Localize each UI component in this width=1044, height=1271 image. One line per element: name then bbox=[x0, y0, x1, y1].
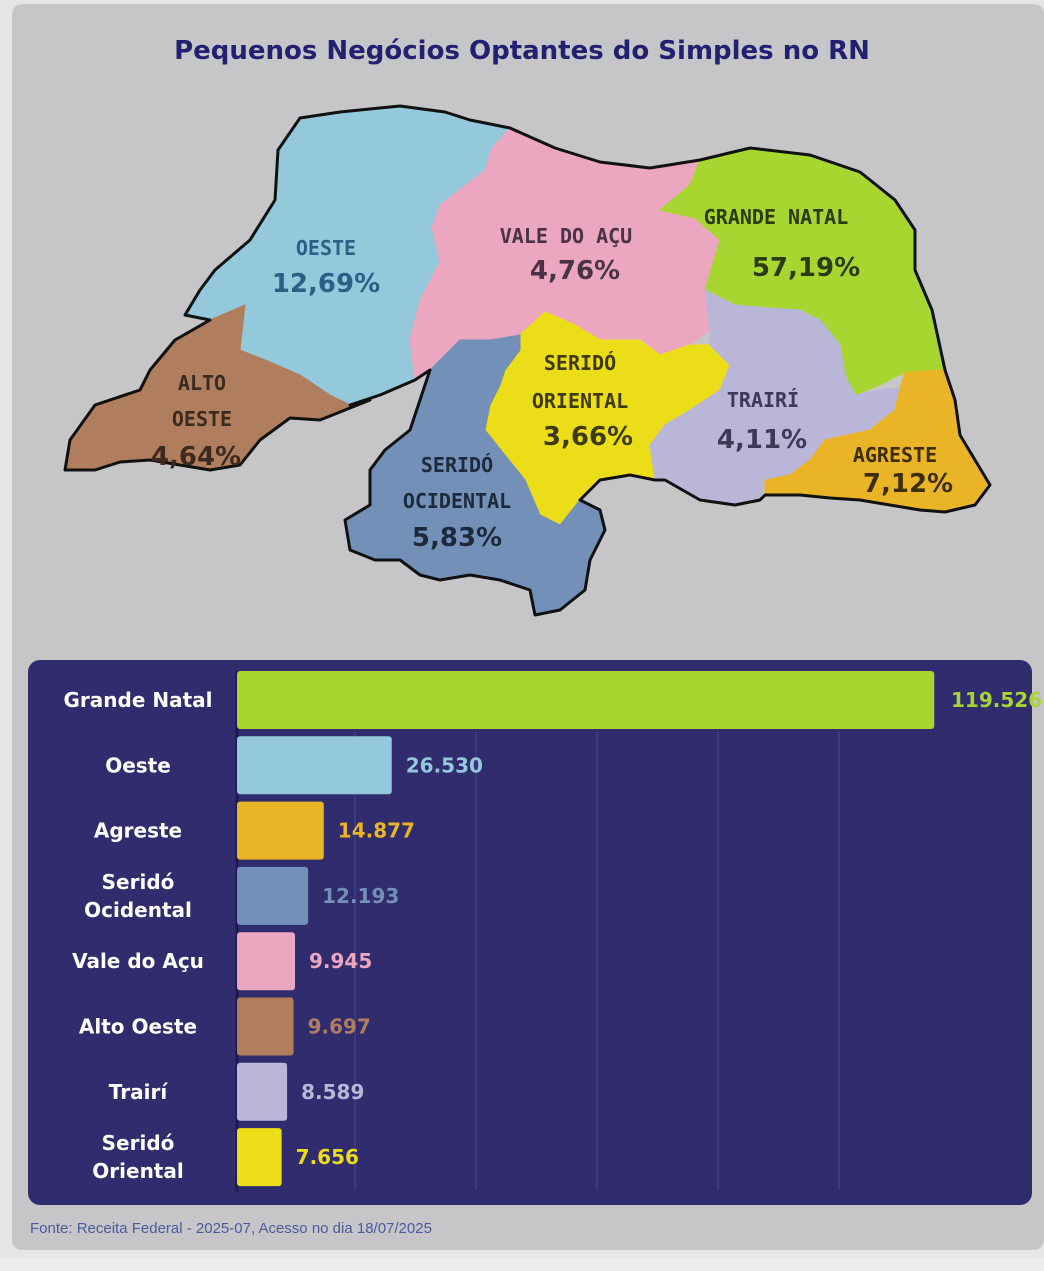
region-name-trairi: TRAIRÍ bbox=[727, 388, 799, 412]
label-alto-oeste: ALTO OESTE 4,64% bbox=[151, 371, 241, 472]
label-serido-ocidental: SERIDÓ OCIDENTAL 5,83% bbox=[403, 453, 511, 553]
region-name-serido-ocidental-1: SERIDÓ bbox=[421, 453, 493, 477]
region-pct-oeste: 12,69% bbox=[272, 269, 380, 299]
region-name-agreste: AGRESTE bbox=[853, 443, 937, 467]
region-pct-vale-do-acu: 4,76% bbox=[530, 256, 620, 286]
label-vale-do-acu: VALE DO AÇU 4,76% bbox=[500, 224, 632, 286]
region-pct-grande-natal: 57,19% bbox=[752, 253, 860, 283]
region-name-alto-oeste-2: OESTE bbox=[172, 407, 232, 431]
region-pct-agreste: 7,12% bbox=[863, 469, 953, 499]
region-name-serido-oriental-2: ORIENTAL bbox=[532, 389, 628, 413]
region-name-alto-oeste-1: ALTO bbox=[178, 371, 226, 395]
label-serido-oriental: SERIDÓ ORIENTAL 3,66% bbox=[532, 351, 633, 452]
state-outline bbox=[63, 104, 992, 617]
region-pct-trairi: 4,11% bbox=[717, 425, 807, 455]
label-trairi: TRAIRÍ 4,11% bbox=[717, 388, 807, 455]
region-name-vale-do-acu: VALE DO AÇU bbox=[500, 224, 632, 248]
region-name-serido-oriental-1: SERIDÓ bbox=[544, 351, 616, 375]
region-name-grande-natal: GRANDE NATAL bbox=[704, 205, 849, 229]
label-agreste: AGRESTE 7,12% bbox=[853, 443, 953, 499]
bottom-strip bbox=[0, 1258, 1044, 1271]
region-name-oeste: OESTE bbox=[296, 236, 356, 260]
region-pct-serido-oriental: 3,66% bbox=[543, 422, 633, 452]
source-note: Fonte: Receita Federal - 2025-07, Acesso… bbox=[30, 1220, 432, 1237]
chart-title: Pequenos Negócios Optantes do Simples no… bbox=[174, 36, 870, 66]
region-name-serido-ocidental-2: OCIDENTAL bbox=[403, 489, 511, 513]
region-pct-alto-oeste: 4,64% bbox=[151, 442, 241, 472]
rn-region-map: OESTE 12,69% VALE DO AÇU 4,76% GRANDE NA… bbox=[63, 104, 992, 617]
label-grande-natal: GRANDE NATAL 57,19% bbox=[704, 205, 860, 283]
bar-chart-panel bbox=[28, 660, 1032, 1205]
region-pct-serido-ocidental: 5,83% bbox=[412, 523, 502, 553]
label-oeste: OESTE 12,69% bbox=[272, 236, 380, 299]
